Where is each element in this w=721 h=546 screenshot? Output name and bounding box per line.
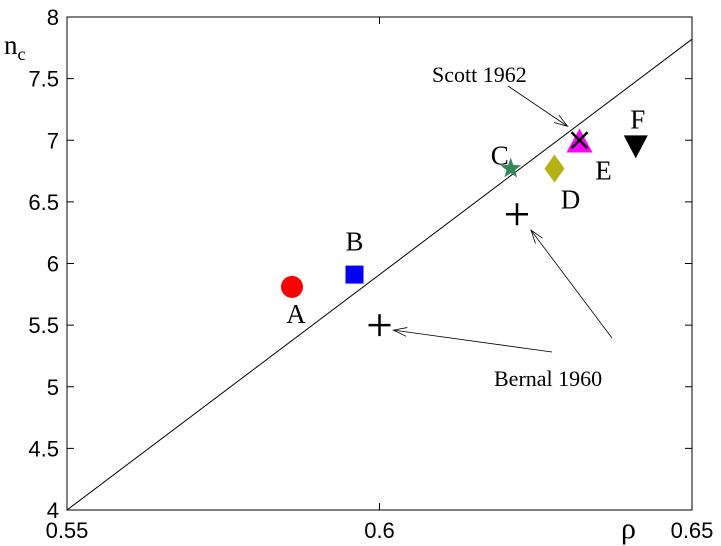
annotation-bernal-1960: Bernal 1960	[494, 366, 602, 391]
y-tick-label: 7.5	[28, 67, 59, 92]
axis-ticks	[66, 16, 693, 511]
x-tick-label: 0.65	[671, 518, 714, 543]
x-axis-label: ρ	[621, 512, 636, 545]
x-tick-label: 0.6	[364, 518, 395, 543]
bernal-arrow-2	[530, 229, 613, 339]
point-label-d: D	[561, 185, 581, 215]
point-d	[544, 154, 565, 183]
point-b	[345, 265, 364, 284]
bernal-arrow-1	[392, 327, 553, 353]
point-plus-7	[506, 203, 528, 226]
point-c	[500, 157, 522, 178]
x-tick-labels: 0.55 0.6 0.65	[46, 518, 714, 543]
reference-line	[66, 38, 693, 511]
y-tick-labels: 4 4.5 5 5.5 6 6.5 7 7.5 8	[28, 5, 59, 523]
y-tick-label: 7	[47, 128, 59, 153]
point-label-f: F	[630, 104, 645, 134]
y-tick-label: 8	[47, 5, 59, 30]
point-label-e: E	[595, 155, 612, 185]
scott-arrow	[507, 85, 569, 127]
annotation-scott-1962: Scott 1962	[432, 62, 527, 87]
y-tick-label: 5.5	[28, 313, 59, 338]
annotation-arrows	[392, 85, 613, 353]
y-tick-label: 6	[47, 252, 59, 277]
y-axis-label-subscript: c	[18, 44, 26, 64]
plot-area	[66, 16, 693, 511]
point-label-b: B	[345, 227, 363, 257]
y-tick-label: 6.5	[28, 190, 59, 215]
x-tick-label: 0.55	[46, 518, 89, 543]
y-tick-label: 5	[47, 375, 59, 400]
point-plus-6	[368, 314, 391, 337]
data-markers	[281, 128, 648, 337]
point-label-a: A	[286, 299, 306, 329]
y-tick-label: 4	[47, 498, 59, 523]
y-tick-label: 4.5	[28, 436, 59, 461]
point-f	[623, 135, 648, 159]
point-label-c: C	[491, 141, 509, 171]
y-axis-label: nc	[4, 30, 26, 64]
point-labels: A B C DEF	[286, 104, 645, 329]
point-x-8	[570, 131, 589, 150]
point-a	[281, 275, 303, 298]
